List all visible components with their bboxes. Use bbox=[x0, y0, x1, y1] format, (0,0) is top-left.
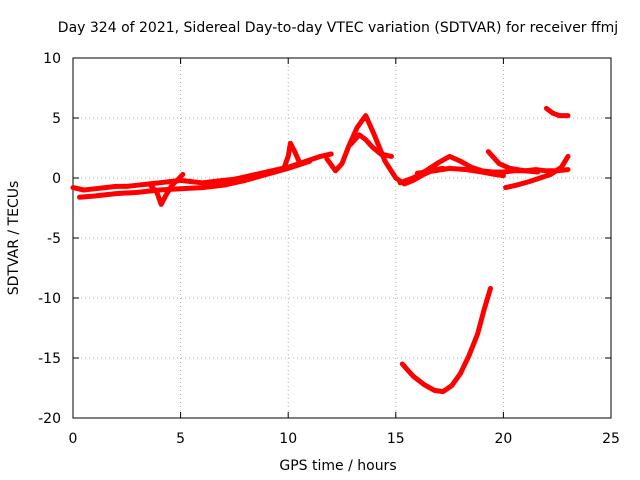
x-tick-label: 25 bbox=[602, 431, 620, 447]
x-tick-label: 5 bbox=[176, 431, 185, 447]
y-tick-label: -5 bbox=[47, 231, 61, 247]
series-line-track-evening-b bbox=[414, 165, 506, 179]
y-axis-label: SDTVAR / TECUs bbox=[6, 181, 22, 296]
y-tick-label: 10 bbox=[43, 51, 61, 67]
data-series bbox=[70, 105, 571, 395]
chart-title: Day 324 of 2021, Sidereal Day-to-day VTE… bbox=[58, 20, 618, 36]
series-line-track-late bbox=[543, 105, 571, 119]
axis-ticks: 0 5 10 15 20 25 -20 -15 -10 -5 0 5 10 bbox=[38, 51, 620, 447]
y-tick-label: -20 bbox=[38, 411, 61, 427]
y-tick-label: 0 bbox=[52, 171, 61, 187]
series-line-track-dip-4h bbox=[148, 171, 186, 207]
series-line-track-main-a bbox=[70, 151, 334, 193]
x-tick-label: 20 bbox=[494, 431, 512, 447]
y-tick-label: -10 bbox=[38, 291, 61, 307]
series-line-track-19h bbox=[485, 149, 541, 175]
y-tick-label: 5 bbox=[52, 111, 61, 127]
x-tick-label: 15 bbox=[387, 431, 405, 447]
grid bbox=[73, 58, 611, 418]
x-axis-label: GPS time / hours bbox=[279, 458, 396, 474]
series-line-track-negative bbox=[399, 285, 493, 395]
x-tick-label: 10 bbox=[279, 431, 297, 447]
series-line-track-21h bbox=[503, 153, 571, 191]
x-tick-label: 0 bbox=[69, 431, 78, 447]
series-line-track-peak-inner bbox=[348, 132, 394, 159]
y-tick-label: -15 bbox=[38, 351, 61, 367]
series-line-track-main-b bbox=[77, 158, 313, 200]
series-line-track-spike-10h bbox=[281, 140, 302, 171]
